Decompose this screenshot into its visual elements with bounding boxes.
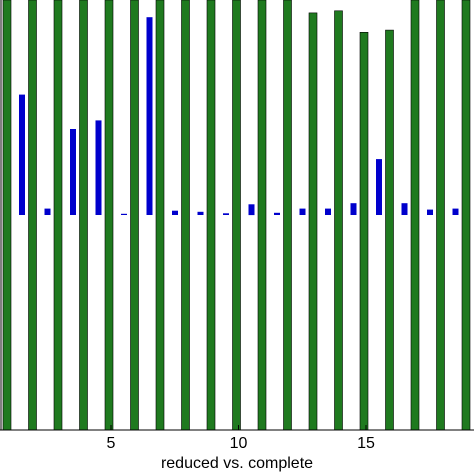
green-bar (104, 0, 114, 431)
blue-bar (95, 120, 102, 215)
x-tick-label: 15 (357, 435, 375, 452)
blue-bar (427, 209, 433, 215)
blue-bar (172, 210, 178, 215)
blue-bar (121, 213, 127, 215)
green-bar (130, 0, 139, 431)
blue-bar (44, 208, 51, 215)
blue-bar (197, 211, 204, 215)
axes-layer (0, 0, 474, 431)
green-bar (283, 0, 292, 431)
green-bar (436, 0, 445, 431)
green-bar (53, 0, 63, 431)
blue-bar (70, 129, 76, 215)
blue-bar (376, 159, 382, 215)
green-bar (28, 0, 37, 431)
blue-bar (248, 204, 255, 216)
blue-bar (146, 17, 153, 216)
blue-bar (350, 203, 357, 215)
green-bar (410, 0, 420, 431)
green-bar (181, 0, 190, 431)
blue-bar (325, 208, 331, 215)
blue-bar (274, 212, 280, 215)
green-bar (155, 0, 165, 431)
green-bar (257, 0, 267, 431)
green-bar (308, 12, 318, 431)
green-bar (206, 0, 216, 431)
x-axis-label: reduced vs. complete (161, 455, 313, 472)
green-bar (334, 10, 343, 431)
blue-bar (19, 94, 25, 215)
green-bar (461, 0, 471, 431)
green-bar (2, 0, 12, 431)
green-bar (385, 29, 394, 431)
blue-bar (299, 208, 306, 215)
green-bar (79, 0, 88, 431)
blue-bar (401, 203, 408, 215)
green-bar (232, 0, 241, 431)
x-ticks-layer: 5101520 (107, 425, 375, 452)
blue-bar (452, 208, 459, 215)
blue-bar (223, 213, 229, 215)
green-bar (359, 31, 369, 431)
x-tick-label: 10 (230, 435, 248, 452)
x-tick-label: 5 (107, 435, 116, 452)
